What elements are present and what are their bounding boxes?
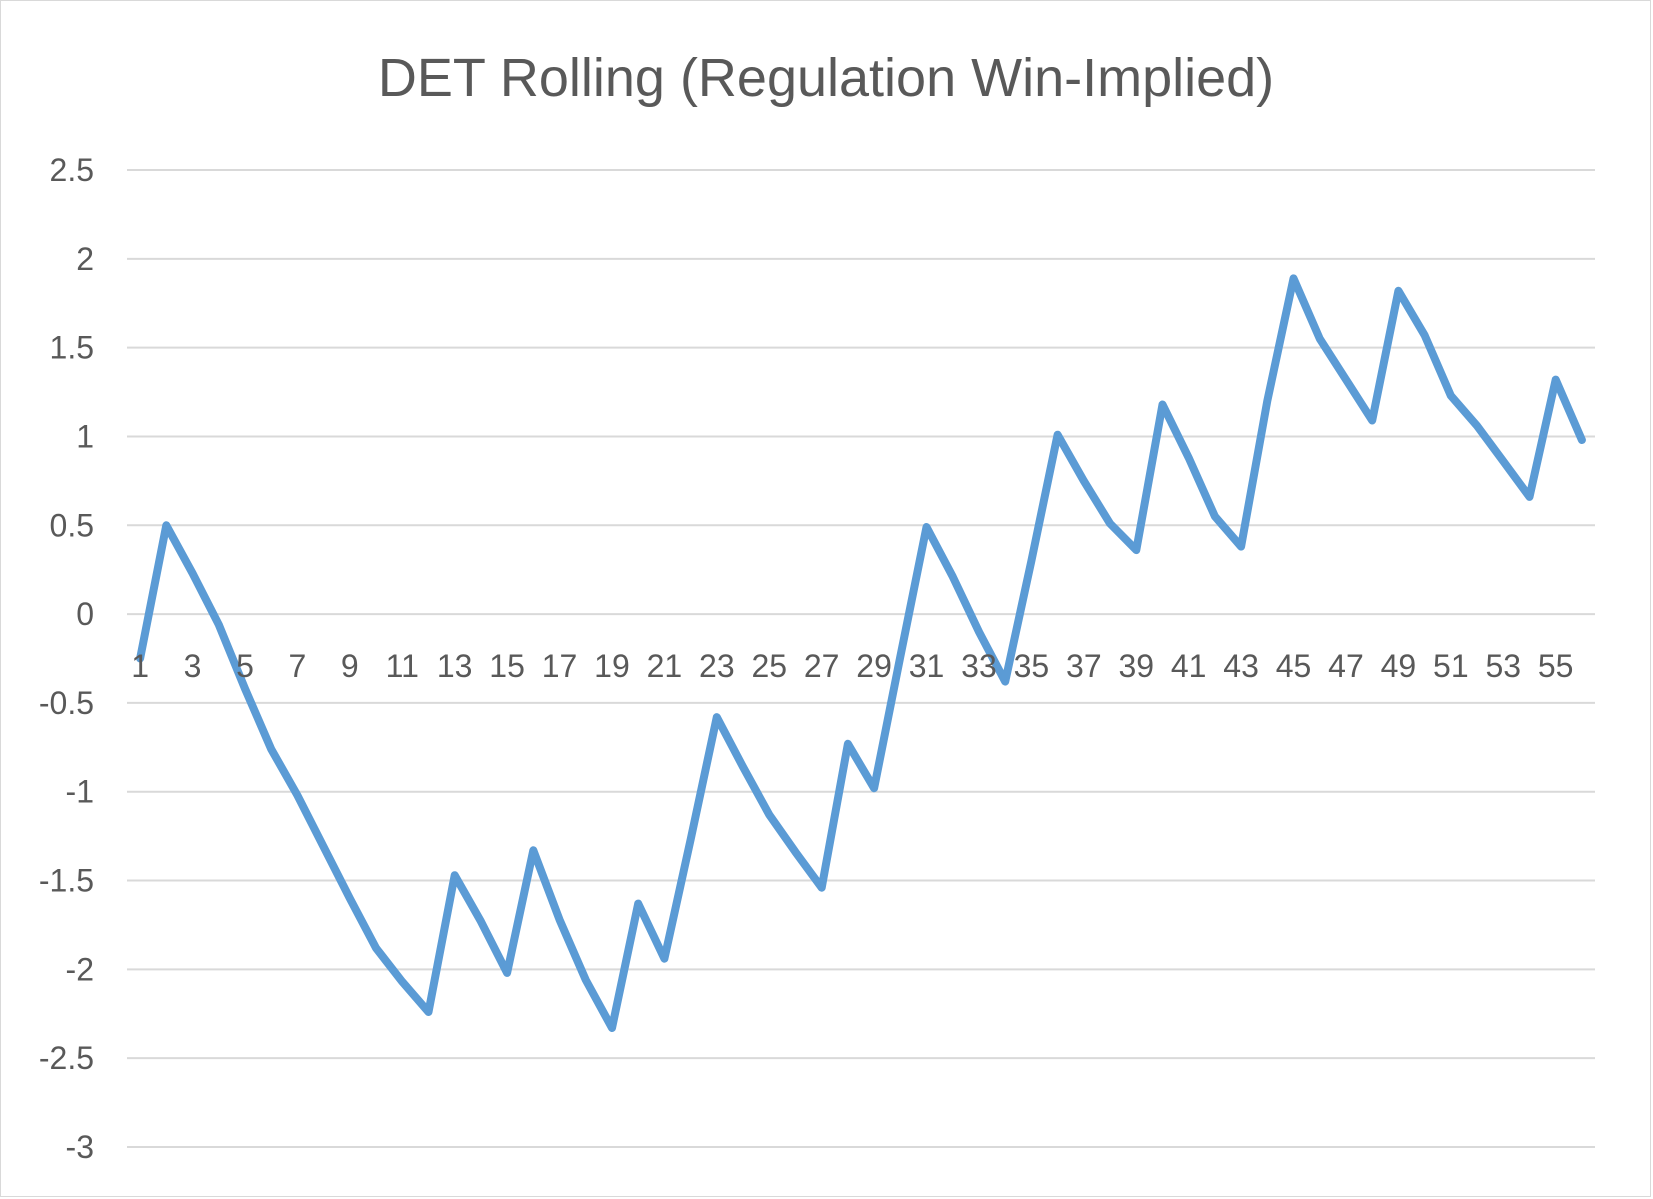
x-tick-label: 17 bbox=[542, 648, 578, 684]
x-tick-label: 45 bbox=[1276, 648, 1312, 684]
x-tick-label: 47 bbox=[1328, 648, 1364, 684]
x-tick-label: 51 bbox=[1433, 648, 1469, 684]
x-tick-label: 39 bbox=[1118, 648, 1154, 684]
chart-title: DET Rolling (Regulation Win-Implied) bbox=[378, 48, 1274, 108]
y-tick-label: -1.5 bbox=[39, 863, 94, 899]
x-tick-label: 13 bbox=[437, 648, 473, 684]
x-axis-tick-labels: 1 3 5 7 9 11 13 15 17 19 21 23 25 27 29 31 33 35 37 39 41 43 4… bbox=[131, 648, 1573, 684]
x-tick-label: 5 bbox=[236, 648, 254, 684]
x-tick-label: 9 bbox=[341, 648, 359, 684]
x-tick-label: 23 bbox=[699, 648, 735, 684]
x-tick-label: 15 bbox=[489, 648, 525, 684]
x-tick-label: 11 bbox=[386, 648, 419, 684]
x-tick-label: 43 bbox=[1223, 648, 1259, 684]
x-tick-label: 41 bbox=[1171, 648, 1207, 684]
x-tick-label: 3 bbox=[184, 648, 202, 684]
x-tick-label: 21 bbox=[647, 648, 683, 684]
x-tick-label: 27 bbox=[804, 648, 840, 684]
x-tick-label: 37 bbox=[1066, 648, 1102, 684]
y-tick-label: -1 bbox=[66, 774, 94, 810]
y-tick-label: 0 bbox=[76, 596, 94, 632]
y-tick-label: 2 bbox=[76, 241, 94, 277]
x-tick-label: 35 bbox=[1014, 648, 1050, 684]
y-axis-tick-labels: 2.5 2 1.5 1 0.5 0 -0.5 -1 -1.5 -2 -2.5 -3 bbox=[39, 152, 94, 1165]
x-tick-label: 33 bbox=[961, 648, 997, 684]
x-tick-label: 1 bbox=[131, 648, 149, 684]
y-tick-label: 2.5 bbox=[50, 152, 94, 188]
y-tick-label: -0.5 bbox=[39, 685, 94, 721]
x-tick-label: 7 bbox=[288, 648, 306, 684]
series-line-layer bbox=[136, 274, 1586, 1032]
x-tick-label: 53 bbox=[1485, 648, 1521, 684]
y-tick-label: -2 bbox=[66, 951, 94, 987]
y-tick-label: -2.5 bbox=[39, 1040, 94, 1076]
x-tick-label: 25 bbox=[751, 648, 787, 684]
x-tick-label: 19 bbox=[594, 648, 630, 684]
gridlines bbox=[127, 169, 1595, 1148]
y-tick-label: -3 bbox=[66, 1129, 94, 1165]
y-tick-label: 1 bbox=[76, 418, 94, 454]
y-tick-label: 1.5 bbox=[50, 330, 94, 366]
y-tick-label: 0.5 bbox=[50, 507, 94, 543]
series-line bbox=[136, 274, 1586, 1032]
x-tick-label: 55 bbox=[1538, 648, 1574, 684]
x-tick-label: 31 bbox=[909, 648, 945, 684]
x-tick-label: 29 bbox=[856, 648, 892, 684]
x-tick-label: 49 bbox=[1381, 648, 1417, 684]
